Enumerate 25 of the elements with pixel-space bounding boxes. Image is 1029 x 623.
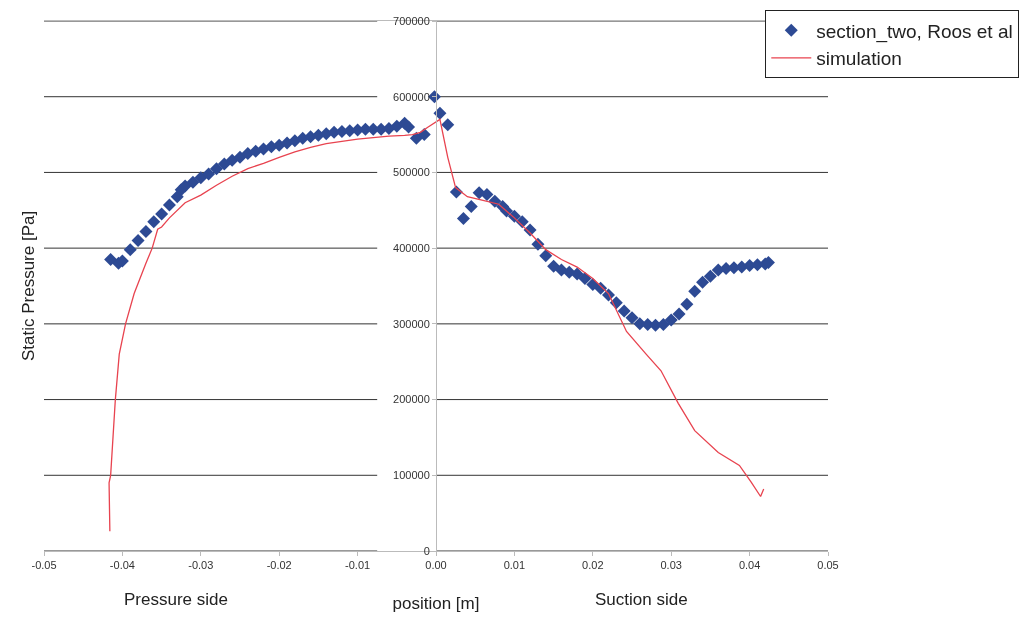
y-tick-label: 300000: [393, 317, 430, 330]
y-tick-label: 100000: [393, 469, 430, 482]
x-tick-label: -0.02: [266, 559, 292, 572]
x-tick-label: -0.04: [109, 559, 135, 572]
text: Suction side: [595, 590, 688, 609]
text: Pressure side: [124, 590, 228, 609]
y-tick-label: 0: [423, 544, 430, 557]
x-tick-label: -0.01: [345, 559, 371, 572]
x-tick-label: 0.01: [503, 559, 526, 572]
y-tick-label: 500000: [393, 166, 430, 179]
legend-label: simulation: [816, 48, 902, 70]
x-tick-label: -0.05: [31, 559, 57, 572]
x-tick-label: 0.03: [660, 559, 682, 572]
x-tick-label: 0.05: [817, 559, 839, 572]
x-axis-title: position [m]: [392, 593, 480, 613]
y-axis-title: Static Pressure [Pa]: [19, 210, 39, 362]
legend-label: section_two, Roos et al: [816, 20, 1013, 43]
y-tick-label: 700000: [393, 14, 430, 27]
x-tick-label: -0.03: [188, 559, 214, 572]
y-tick-label: 400000: [393, 241, 430, 254]
x-tick-label: 0.00: [425, 559, 447, 572]
x-tick-label: 0.04: [738, 559, 761, 572]
y-tick-label: 200000: [393, 393, 430, 406]
y-tick-label: 600000: [393, 90, 430, 103]
x-tick-label: 0.02: [582, 559, 604, 572]
